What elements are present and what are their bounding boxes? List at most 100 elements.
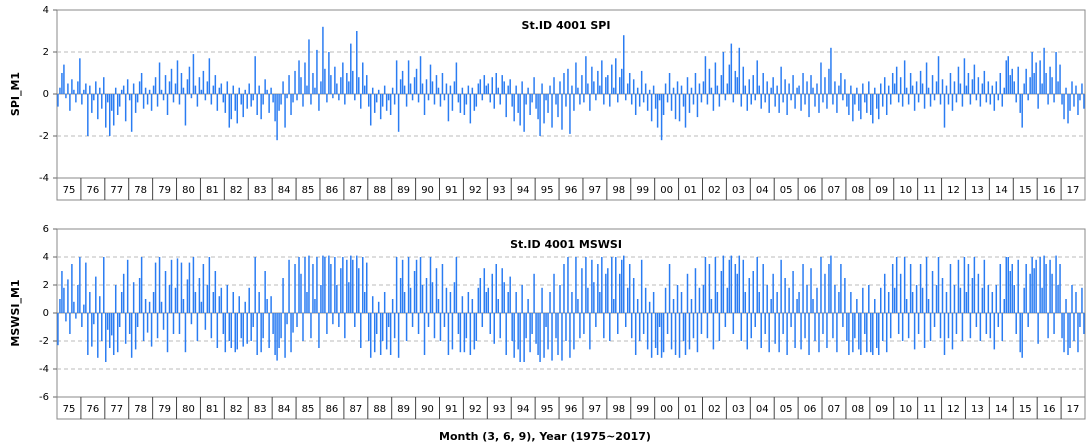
bar — [547, 94, 549, 113]
bar — [983, 259, 986, 313]
bar — [1015, 313, 1017, 334]
bar — [419, 257, 422, 313]
bar — [937, 56, 940, 94]
bar — [529, 313, 531, 353]
bar — [405, 94, 408, 107]
bar — [636, 299, 639, 313]
bar — [573, 313, 575, 350]
bar — [375, 94, 378, 103]
bar — [326, 313, 328, 334]
bar — [489, 313, 492, 334]
bar — [509, 79, 511, 94]
bar — [178, 94, 181, 105]
bar — [927, 87, 930, 94]
bar — [676, 285, 679, 313]
y-tick-label: 2 — [43, 47, 49, 58]
x-tick-label: 81 — [206, 404, 219, 415]
bar — [913, 313, 916, 350]
bar — [617, 94, 619, 103]
bar — [927, 299, 930, 313]
bar — [688, 313, 691, 350]
bar — [611, 64, 613, 94]
bar — [874, 87, 876, 94]
bar — [726, 287, 729, 313]
bar — [278, 313, 280, 348]
bar — [216, 94, 219, 111]
bar — [754, 313, 756, 327]
bar — [493, 313, 495, 344]
bar — [97, 313, 99, 358]
bar — [1065, 87, 1067, 94]
bar — [83, 89, 85, 94]
x-tick-label: 88 — [373, 185, 386, 196]
bar — [555, 94, 557, 105]
bar — [730, 43, 733, 94]
bar — [967, 264, 970, 313]
bar — [234, 94, 237, 111]
bar — [730, 255, 733, 313]
bar — [453, 81, 456, 94]
bar — [963, 257, 966, 313]
bar — [342, 257, 344, 313]
x-tick-label: 85 — [302, 185, 315, 196]
bar — [973, 257, 976, 313]
bar — [742, 66, 745, 94]
bar — [310, 94, 312, 105]
x-tick-label: 17 — [1067, 185, 1080, 196]
bar — [383, 85, 386, 94]
bar — [541, 287, 543, 313]
x-tick-label: 11 — [923, 185, 936, 196]
bar — [1019, 94, 1021, 113]
bar — [174, 287, 177, 313]
bar — [415, 259, 418, 313]
bar — [706, 313, 709, 339]
bar — [630, 313, 633, 339]
bar — [814, 313, 816, 341]
bar — [700, 94, 703, 103]
bar — [447, 94, 450, 122]
bar — [118, 313, 121, 327]
bar — [503, 282, 505, 313]
bar — [816, 287, 818, 313]
bar — [682, 313, 685, 341]
bar — [236, 313, 238, 350]
bar — [459, 313, 462, 353]
bar — [778, 94, 780, 113]
bar — [268, 313, 270, 348]
bar — [628, 264, 631, 313]
bar — [662, 94, 665, 115]
bar — [788, 287, 790, 313]
x-tick-label: 83 — [254, 404, 267, 415]
bar — [507, 292, 509, 313]
bar — [668, 73, 671, 94]
bar — [200, 89, 203, 94]
bar — [160, 89, 163, 94]
bar — [373, 94, 376, 113]
bar — [473, 94, 476, 111]
bar — [895, 257, 898, 313]
bar — [433, 313, 436, 339]
y-tick-label: 2 — [43, 280, 49, 291]
bar — [138, 278, 141, 313]
bar — [1059, 264, 1061, 313]
bar — [477, 287, 480, 313]
bar — [981, 83, 984, 94]
bar — [63, 287, 65, 313]
bar — [698, 287, 701, 313]
bar — [316, 49, 318, 94]
x-tick-label: 91 — [445, 404, 458, 415]
bar — [770, 299, 772, 313]
bar — [780, 66, 782, 94]
bar — [577, 299, 579, 313]
bar — [393, 313, 396, 339]
bar — [977, 273, 980, 313]
bar — [85, 83, 87, 94]
bar — [73, 89, 75, 94]
y-axis-label: SPI_M1 — [9, 72, 22, 116]
bar — [632, 278, 635, 313]
bar — [1037, 94, 1039, 109]
bar — [678, 94, 681, 122]
bar — [728, 64, 731, 94]
x-tick-label: 05 — [780, 185, 793, 196]
bar — [583, 94, 585, 103]
